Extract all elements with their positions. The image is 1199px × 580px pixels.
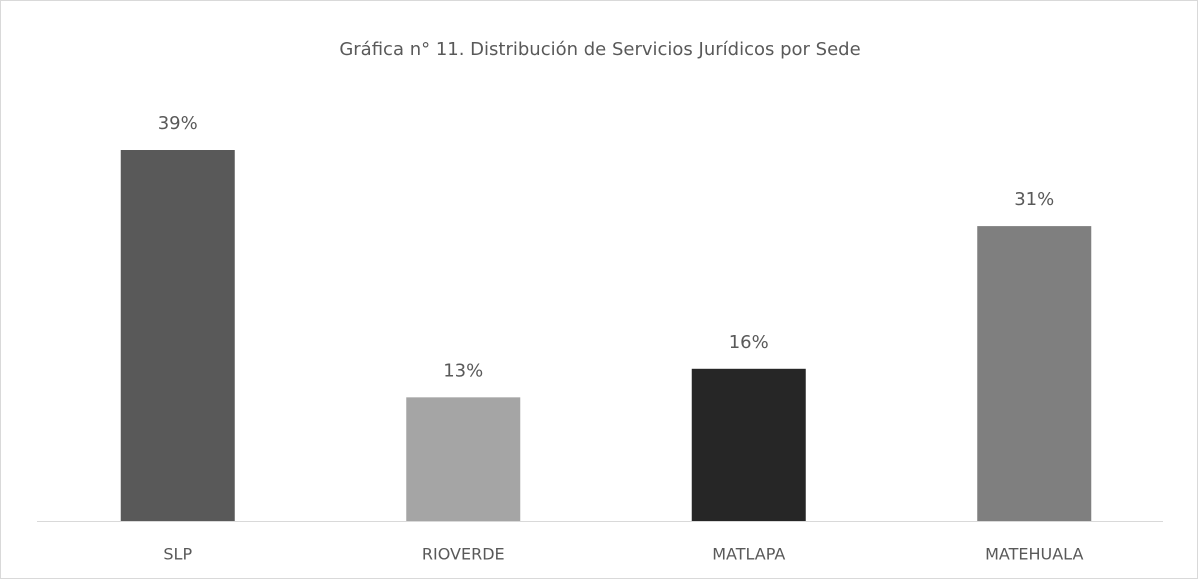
bar bbox=[691, 368, 806, 521]
data-label: 13% bbox=[443, 360, 483, 381]
bar bbox=[120, 150, 235, 521]
bar bbox=[977, 226, 1092, 521]
x-tick-label: MATEHUALA bbox=[985, 545, 1083, 564]
data-label: 16% bbox=[729, 332, 769, 353]
bar bbox=[406, 397, 521, 521]
x-tick-label: RIOVERDE bbox=[422, 545, 505, 564]
x-tick-label: MATLAPA bbox=[712, 545, 785, 564]
data-label: 31% bbox=[1014, 189, 1054, 210]
data-label: 39% bbox=[158, 113, 198, 134]
x-tick-label: SLP bbox=[163, 545, 192, 564]
chart-title: Gráfica n° 11. Distribución de Servicios… bbox=[339, 39, 860, 60]
